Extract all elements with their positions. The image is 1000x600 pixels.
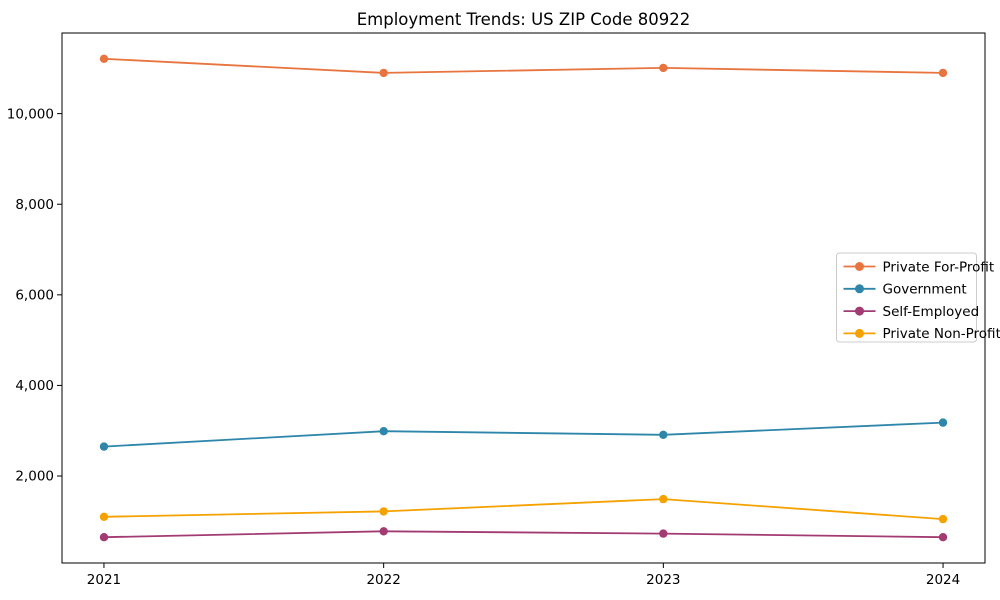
data-point-private-non-profit-2022 <box>379 507 388 516</box>
legend-item-private-for-profit: Private For-Profit <box>843 259 995 275</box>
legend-swatch-marker-government <box>855 284 864 294</box>
legend: Private For-Profit Government Self-Employe… <box>836 252 1000 343</box>
y-axis-tick-label: 2,000 <box>15 469 54 485</box>
legend-label-government: Government <box>883 282 967 298</box>
series-line-private-for-profit <box>103 57 944 74</box>
legend-box <box>836 252 977 343</box>
x-axis-tick-label: 2021 <box>87 572 121 588</box>
legend-swatch-marker-self-employed <box>855 306 864 316</box>
data-point-government-2023 <box>659 430 668 439</box>
y-axis-tick-label: 6,000 <box>15 288 54 304</box>
series-line-private-non-profit <box>103 498 944 520</box>
x-axis-tick-label: 2022 <box>366 572 400 588</box>
legend-label-self-employed: Self-Employed <box>883 304 980 320</box>
legend-label-private-non-profit: Private Non-Profit <box>883 326 1000 342</box>
legend-item-private-non-profit: Private Non-Profit <box>843 326 1000 342</box>
data-point-self-employed-2022 <box>379 527 388 536</box>
legend-swatch-marker-private-non-profit <box>855 328 864 338</box>
data-point-government-2022 <box>379 427 388 436</box>
data-point-self-employed-2023 <box>659 529 668 538</box>
data-point-private-for-profit-2021 <box>99 54 109 63</box>
data-point-government-2021 <box>99 442 109 451</box>
data-point-self-employed-2021 <box>99 533 109 542</box>
data-point-government-2024 <box>938 418 948 427</box>
data-point-private-non-profit-2024 <box>938 514 948 524</box>
legend-item-government: Government <box>843 282 967 298</box>
plot-frame <box>61 32 986 564</box>
chart-title: Employment Trends: US ZIP Code 80922 <box>356 10 691 29</box>
data-point-private-for-profit-2023 <box>659 63 668 73</box>
data-point-self-employed-2024 <box>938 533 948 542</box>
x-axis-tick-label: 2023 <box>646 572 680 588</box>
legend-swatch-marker-private-for-profit <box>855 262 864 271</box>
y-axis-tick-label: 8,000 <box>15 197 54 213</box>
data-point-private-non-profit-2023 <box>659 494 668 504</box>
x-axis-tick-label: 2024 <box>926 572 960 588</box>
y-axis-tick-label: 10,000 <box>7 106 54 122</box>
series-line-self-employed <box>103 530 944 539</box>
legend-item-self-employed: Self-Employed <box>843 304 980 320</box>
data-point-private-non-profit-2021 <box>99 512 109 521</box>
y-axis-tick-label: 4,000 <box>15 378 54 394</box>
data-point-private-for-profit-2022 <box>379 68 388 78</box>
data-point-private-for-profit-2024 <box>938 68 948 78</box>
series-line-government <box>103 421 944 448</box>
legend-label-private-for-profit: Private For-Profit <box>883 259 995 275</box>
